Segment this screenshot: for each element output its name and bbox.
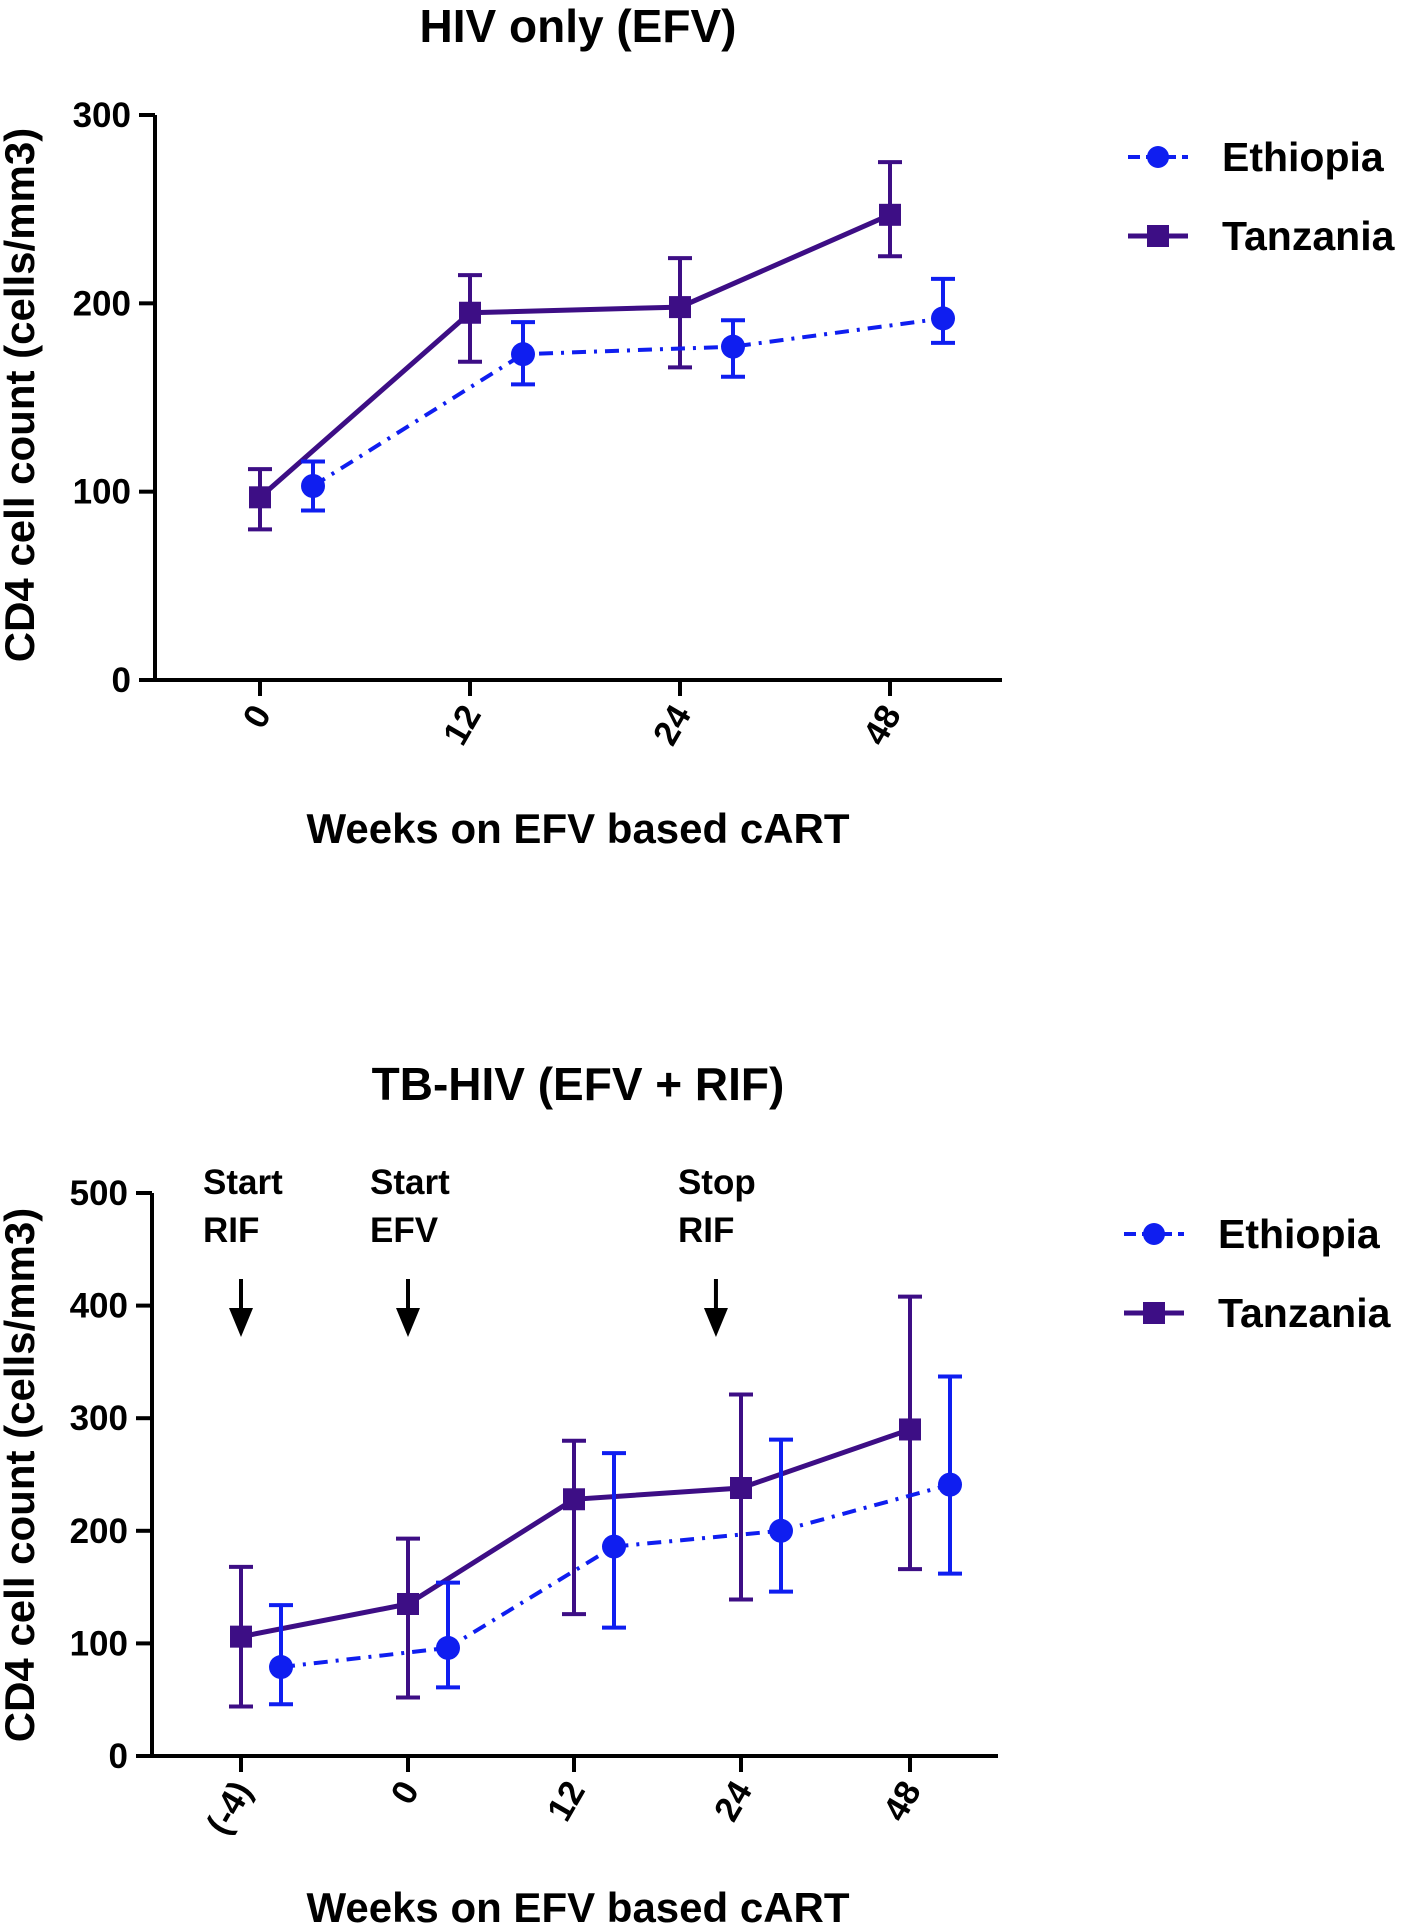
chart2-series-ethiopia bbox=[269, 1374, 962, 1707]
chart1-title: HIV only (EFV) bbox=[420, 0, 737, 52]
chart1-y-axis-title: CD4 cell count (cells/mm3) bbox=[0, 128, 43, 663]
chart2-legend-marker-tanzania bbox=[1143, 1302, 1165, 1324]
chart2-annotation: Start EFV bbox=[370, 1163, 450, 1337]
chart2-series-ethiopia-point[interactable] bbox=[602, 1534, 626, 1559]
chart2-y-tick-label: 500 bbox=[70, 1174, 128, 1213]
chart2-y-tick-label: 300 bbox=[70, 1399, 128, 1438]
chart1-y-ticks: 0 100 200 300 bbox=[73, 96, 155, 700]
chart2-annotation-arrow-head bbox=[703, 1308, 728, 1337]
chart1-series-tanzania bbox=[248, 160, 902, 532]
chart1-legend-item-ethiopia[interactable]: Ethiopia bbox=[1128, 134, 1385, 180]
chart2-legend-item-tanzania[interactable]: Tanzania bbox=[1124, 1290, 1392, 1336]
chart2-annotation: Stop RIF bbox=[678, 1163, 756, 1337]
chart2-series-tanzania-point[interactable] bbox=[563, 1488, 585, 1511]
chart2-annotation-arrow-head bbox=[396, 1308, 420, 1337]
chart2-series-ethiopia-point[interactable] bbox=[938, 1472, 962, 1497]
chart1-legend-marker-tanzania bbox=[1147, 225, 1169, 247]
chart2-series-tanzania-point[interactable] bbox=[899, 1418, 921, 1441]
chart1-series-ethiopia-point[interactable] bbox=[511, 342, 535, 367]
chart2-annotations: Start RIF Start EFV Stop RIF bbox=[203, 1163, 756, 1337]
chart1-series-tanzania-point[interactable] bbox=[669, 296, 691, 319]
chart1-x-ticks: 0 12 24 48 bbox=[235, 680, 909, 752]
chart1-series-ethiopia bbox=[301, 276, 955, 513]
chart1-series-ethiopia-point[interactable] bbox=[721, 334, 745, 359]
chart2-annotation-text: EFV bbox=[370, 1211, 439, 1250]
chart2-y-tick-label: 400 bbox=[70, 1287, 128, 1326]
chart2-annotation-arrow-head bbox=[229, 1308, 253, 1337]
chart1-y-tick-label: 200 bbox=[73, 284, 131, 323]
chart2-series-ethiopia-point[interactable] bbox=[436, 1635, 460, 1660]
chart2-x-tick-label: 0 bbox=[383, 1775, 427, 1811]
chart1-legend-item-tanzania[interactable]: Tanzania bbox=[1128, 213, 1396, 259]
chart1-series-tanzania-point[interactable] bbox=[249, 486, 271, 509]
chart2-x-tick-label: 24 bbox=[707, 1774, 761, 1828]
chart1-x-tick-label: 24 bbox=[646, 698, 700, 752]
chart2-x-tick-label: 48 bbox=[876, 1775, 929, 1828]
chart2-x-axis-title: Weeks on EFV based cART bbox=[306, 1884, 849, 1931]
chart2-legend: Ethiopia Tanzania bbox=[1124, 1211, 1392, 1336]
chart-tb-hiv: TB-HIV (EFV + RIF) 0 100 200 300 400 500 (-4)… bbox=[0, 1058, 1392, 1931]
chart2-series-ethiopia-line bbox=[280, 1482, 951, 1670]
chart1-x-axis-title: Weeks on EFV based cART bbox=[306, 805, 849, 852]
chart2-y-axis-title: CD4 cell count (cells/mm3) bbox=[0, 1208, 43, 1743]
chart2-legend-label-tanzania: Tanzania bbox=[1218, 1290, 1392, 1336]
chart1-y-tick-label: 300 bbox=[73, 96, 131, 135]
chart2-x-ticks: (-4) 0 12 24 48 bbox=[199, 1756, 929, 1841]
chart2-annotation-text: RIF bbox=[203, 1211, 259, 1250]
chart1-series bbox=[248, 160, 955, 532]
chart2-annotation-text: RIF bbox=[678, 1211, 734, 1250]
chart2-annotation-text: Stop bbox=[678, 1163, 756, 1202]
chart2-legend-item-ethiopia[interactable]: Ethiopia bbox=[1124, 1211, 1381, 1257]
chart2-y-tick-label: 0 bbox=[109, 1737, 128, 1776]
chart1-y-tick-label: 100 bbox=[73, 473, 131, 512]
chart2-title: TB-HIV (EFV + RIF) bbox=[372, 1058, 785, 1110]
chart1-legend-label-tanzania: Tanzania bbox=[1222, 213, 1396, 259]
chart1-series-ethiopia-point[interactable] bbox=[301, 474, 325, 499]
chart2-series-tanzania-point[interactable] bbox=[397, 1592, 419, 1615]
chart1-series-tanzania-point[interactable] bbox=[879, 203, 901, 226]
chart2-y-tick-label: 200 bbox=[70, 1512, 128, 1551]
chart1-series-tanzania-line bbox=[258, 212, 892, 500]
chart2-x-tick-label: (-4) bbox=[199, 1775, 260, 1842]
chart1-x-tick-label: 0 bbox=[235, 699, 279, 735]
chart1-x-tick-label: 12 bbox=[436, 699, 489, 752]
chart1-legend-marker-ethiopia bbox=[1147, 146, 1169, 168]
chart2-annotation: Start RIF bbox=[203, 1163, 283, 1337]
chart2-y-ticks: 0 100 200 300 400 500 bbox=[70, 1174, 152, 1776]
chart2-annotation-text: Start bbox=[203, 1163, 283, 1202]
chart1-x-tick-label: 48 bbox=[856, 699, 909, 752]
chart2-series-ethiopia-point[interactable] bbox=[269, 1655, 293, 1680]
chart2-series-tanzania-point[interactable] bbox=[230, 1625, 252, 1648]
chart1-legend: Ethiopia Tanzania bbox=[1128, 134, 1396, 259]
chart2-x-tick-label: 12 bbox=[540, 1775, 593, 1828]
chart2-legend-label-ethiopia: Ethiopia bbox=[1218, 1211, 1381, 1257]
chart-hiv-only: HIV only (EFV) 0 100 200 300 0 12 24 48 CD4 ce… bbox=[0, 0, 1396, 852]
chart2-series-tanzania bbox=[229, 1294, 922, 1709]
chart2-series-ethiopia-point[interactable] bbox=[769, 1518, 793, 1543]
chart1-series-tanzania-point[interactable] bbox=[459, 301, 481, 324]
chart1-series-ethiopia-line bbox=[311, 316, 944, 488]
chart2-series bbox=[229, 1294, 962, 1709]
chart2-annotation-text: Start bbox=[370, 1163, 450, 1202]
chart2-series-tanzania-point[interactable] bbox=[730, 1477, 752, 1500]
chart2-y-tick-label: 100 bbox=[70, 1624, 128, 1663]
chart1-legend-label-ethiopia: Ethiopia bbox=[1222, 134, 1385, 180]
chart2-legend-marker-ethiopia bbox=[1143, 1223, 1165, 1245]
chart1-y-tick-label: 0 bbox=[112, 661, 131, 700]
chart1-series-ethiopia-point[interactable] bbox=[931, 306, 955, 331]
